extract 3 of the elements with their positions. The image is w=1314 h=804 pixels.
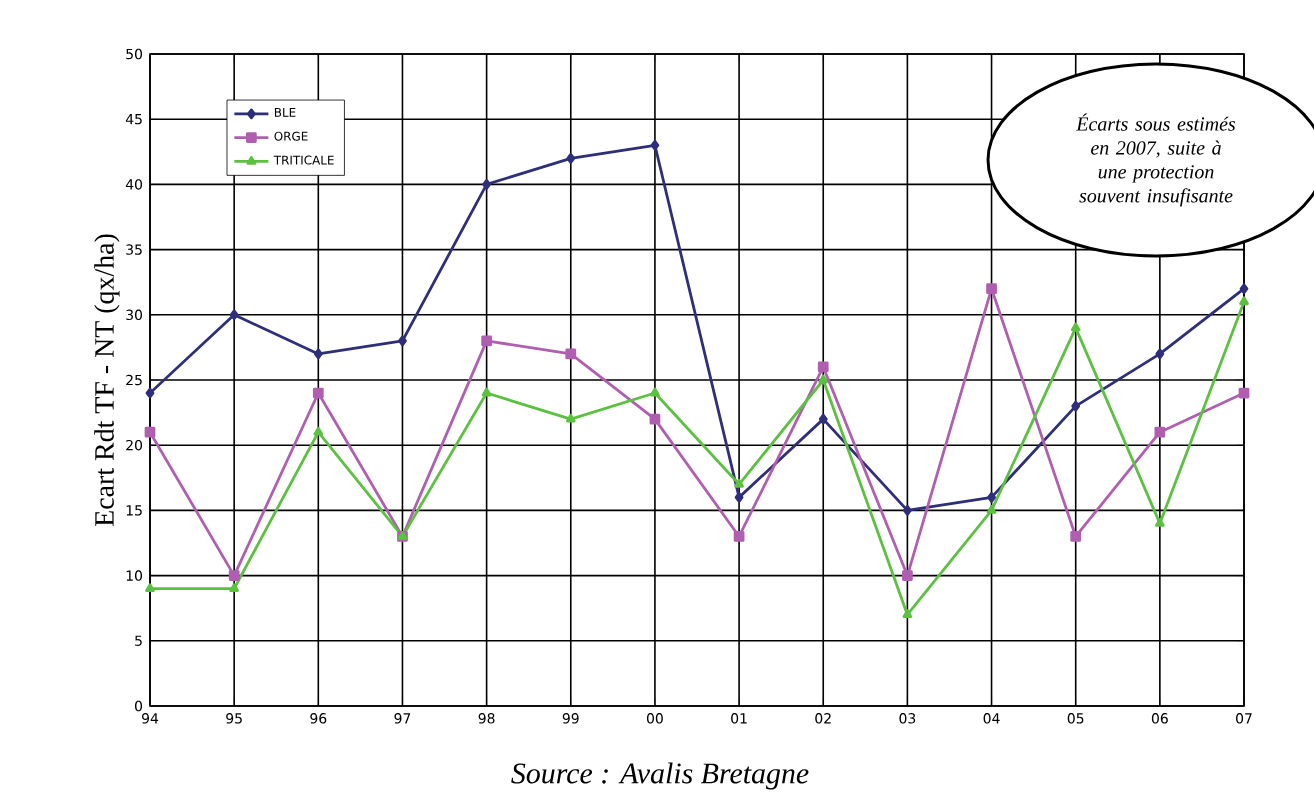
y-axis-title: Ecart Rdt TF - NT (qx/ha) [94,234,120,526]
source-note: Source : Avalis Bretagne [511,762,809,790]
annotation: Écarts sous estimés en 2007, suite à une protection souvent insufisante [1076,113,1236,207]
